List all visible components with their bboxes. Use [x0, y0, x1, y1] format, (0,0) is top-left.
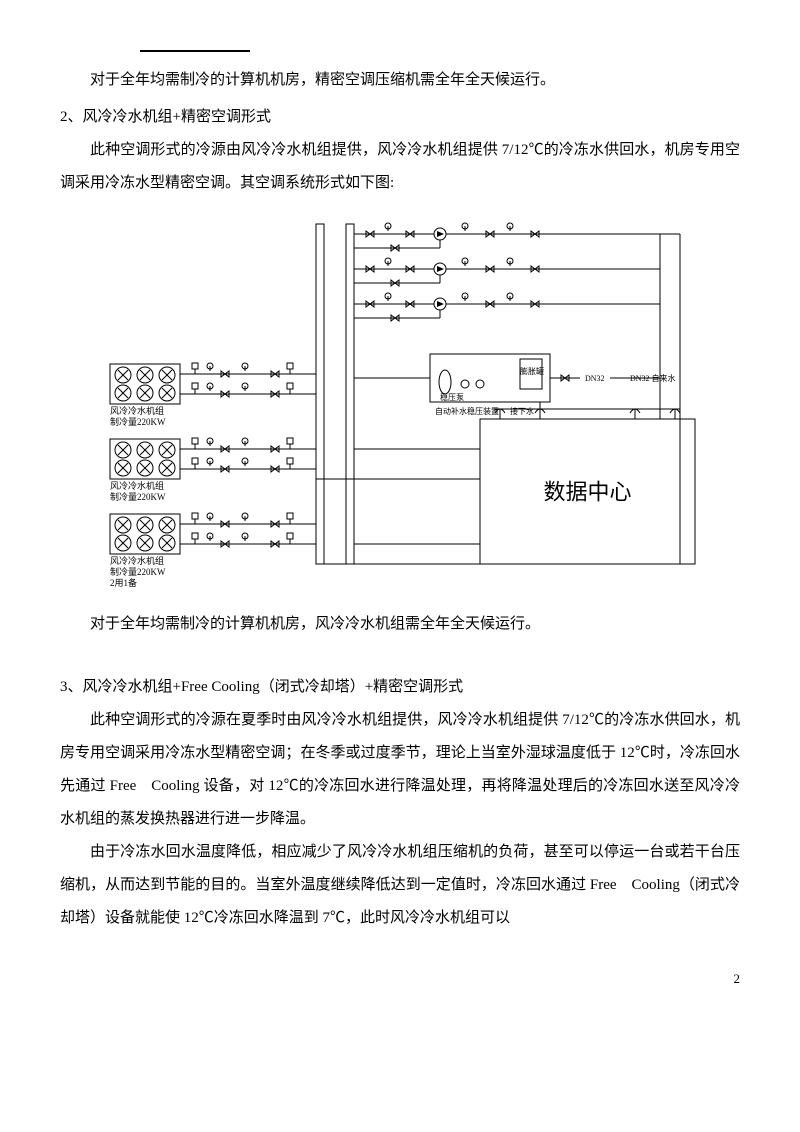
- svg-text:自动补水稳压装置: 自动补水稳压装置: [435, 406, 499, 416]
- system-diagram: 风冷冷水机组制冷量220KW风冷冷水机组制冷量220KW风冷冷水机组制冷量220…: [60, 214, 740, 594]
- svg-text:接下水: 接下水: [510, 406, 534, 416]
- paragraph-after-diagram: 对于全年均需制冷的计算机机房，风冷冷水机组需全年全天候运行。: [60, 608, 740, 641]
- svg-text:DN32: DN32: [585, 374, 605, 383]
- svg-text:制冷量220KW: 制冷量220KW: [110, 416, 166, 427]
- section-2-title: 2、风冷冷水机组+精密空调形式: [60, 101, 740, 134]
- svg-text:稳压泵: 稳压泵: [440, 392, 464, 402]
- page-number: 2: [60, 965, 740, 994]
- svg-text:制冷量220KW: 制冷量220KW: [110, 566, 166, 577]
- section-3-title: 3、风冷冷水机组+Free Cooling（闭式冷却塔）+精密空调形式: [60, 671, 740, 704]
- svg-text:2用1备: 2用1备: [110, 577, 137, 588]
- paragraph-1: 对于全年均需制冷的计算机机房，精密空调压缩机需全年全天候运行。: [60, 64, 740, 97]
- svg-text:膨胀罐: 膨胀罐: [520, 366, 544, 376]
- section-3-para-1: 此种空调形式的冷源在夏季时由风冷冷水机组提供，风冷冷水机组提供 7/12℃的冷冻…: [60, 704, 740, 836]
- header-underline: [140, 50, 250, 52]
- section-3-para-2: 由于冷冻水回水温度降低，相应减少了风冷冷水机组压缩机的负荷，甚至可以停运一台或若…: [60, 836, 740, 935]
- svg-text:数据中心: 数据中心: [543, 480, 631, 505]
- svg-text:风冷冷水机组: 风冷冷水机组: [110, 405, 164, 416]
- svg-text:DN32 自来水: DN32 自来水: [630, 373, 676, 383]
- svg-text:制冷量220KW: 制冷量220KW: [110, 491, 166, 502]
- section-2-para-1: 此种空调形式的冷源由风冷冷水机组提供，风冷冷水机组提供 7/12℃的冷冻水供回水…: [60, 134, 740, 200]
- svg-text:风冷冷水机组: 风冷冷水机组: [110, 480, 164, 491]
- svg-text:风冷冷水机组: 风冷冷水机组: [110, 555, 164, 566]
